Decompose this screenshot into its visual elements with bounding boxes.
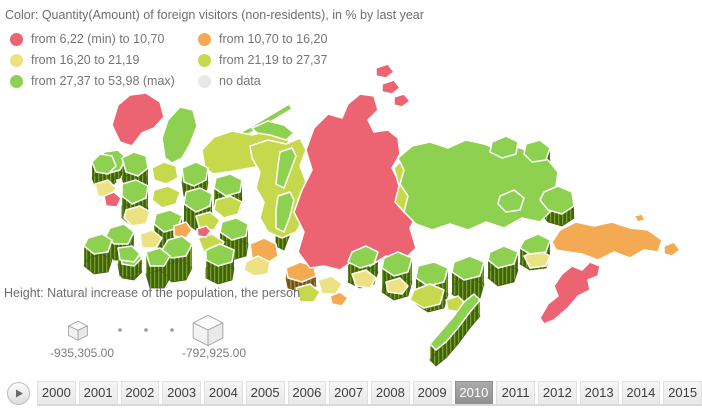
year-tab-2014[interactable]: 2014 <box>621 381 661 404</box>
legend-item-label: from 16,20 to 21,19 <box>31 53 140 67</box>
legend-item-label: from 21,19 to 27,37 <box>219 53 328 67</box>
legend-color-swatch <box>10 32 23 46</box>
year-tab-2003[interactable]: 2003 <box>162 381 201 404</box>
color-legend: from 6,22 (min) to 10,70 from 10,70 to 16… <box>10 29 327 91</box>
year-tab-2007[interactable]: 2007 <box>329 381 368 404</box>
legend-item-label: no data <box>219 74 261 88</box>
year-tab-2004[interactable]: 2004 <box>204 381 243 404</box>
year-tab-2000[interactable]: 2000 <box>37 381 76 404</box>
timeline: 2000 2001 2002 2003 2004 2005 2006 2007 2008 2009… <box>0 381 702 408</box>
year-tab-2011[interactable]: 2011 <box>496 381 535 404</box>
legend-item: from 10,70 to 16,20 <box>198 29 327 49</box>
height-max-value: -792,925.00 <box>181 346 247 360</box>
year-tab-2009[interactable]: 2009 <box>412 381 452 404</box>
year-tab-2010[interactable]: 2010 <box>454 381 494 404</box>
legend-item: from 16,20 to 21,19 <box>10 50 198 70</box>
year-tab-2012[interactable]: 2012 <box>538 381 577 404</box>
play-icon <box>16 389 23 398</box>
year-tab-2015[interactable]: 2015 <box>663 381 702 404</box>
legend-item-label: from 27,37 to 53,98 (max) <box>31 74 175 88</box>
color-legend-title: Color: Quantity(Amount) of foreign visit… <box>5 8 424 22</box>
year-tab-2005[interactable]: 2005 <box>245 381 285 404</box>
legend-item-label: from 10,70 to 16,20 <box>219 32 328 46</box>
year-tabs: 2000 2001 2002 2003 2004 2005 2006 2007 2008 2009… <box>37 381 702 406</box>
legend-color-swatch <box>10 74 23 88</box>
play-button[interactable] <box>7 382 30 405</box>
legend-color-swatch <box>198 74 211 88</box>
legend-color-swatch <box>198 32 211 46</box>
height-min-value: -935,305.00 <box>49 346 115 360</box>
legend-item: from 27,37 to 53,98 (max) <box>10 71 198 91</box>
legend-color-swatch <box>10 53 23 67</box>
height-legend-title: Height: Natural increase of the populati… <box>4 286 301 300</box>
year-tab-2006[interactable]: 2006 <box>287 381 327 404</box>
year-tab-2013[interactable]: 2013 <box>579 381 619 404</box>
year-tab-2002[interactable]: 2002 <box>120 381 160 404</box>
legend-item: no data <box>198 71 327 91</box>
legend-color-swatch <box>198 53 211 67</box>
year-tab-2001[interactable]: 2001 <box>78 381 118 404</box>
year-tab-2008[interactable]: 2008 <box>371 381 410 404</box>
legend-item-label: from 6,22 (min) to 10,70 <box>31 32 165 46</box>
legend-item: from 6,22 (min) to 10,70 <box>10 29 198 49</box>
height-scale-cubes <box>68 314 224 347</box>
legend-item: from 21,19 to 27,37 <box>198 50 327 70</box>
